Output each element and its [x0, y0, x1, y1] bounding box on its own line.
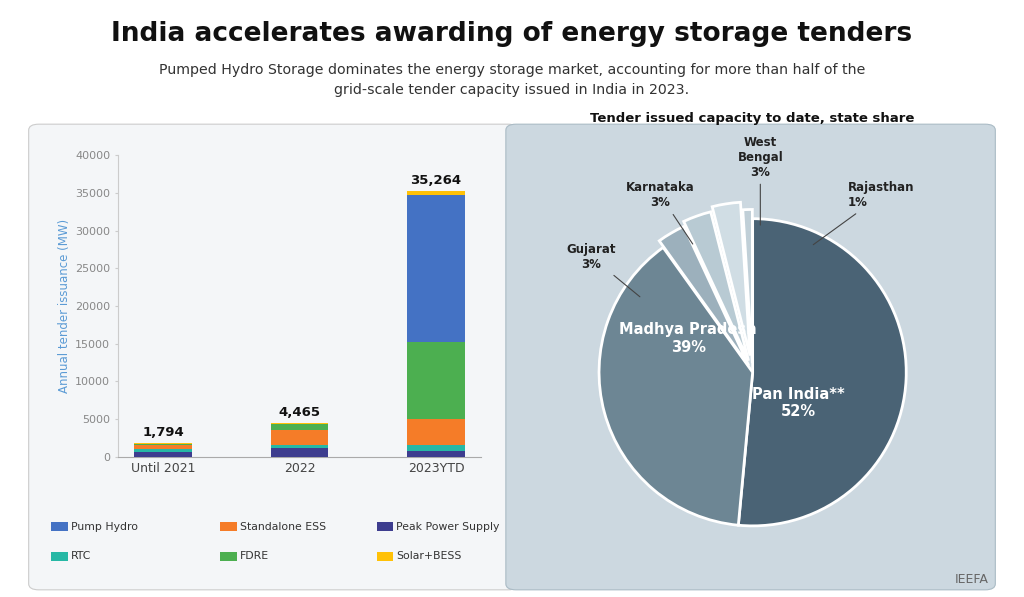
Bar [270, 448, 329, 457]
Text: RTC: RTC [71, 552, 91, 561]
Bar [134, 444, 191, 445]
Wedge shape [738, 219, 906, 526]
Text: Pump Hydro: Pump Hydro [71, 522, 137, 531]
Bar [270, 423, 329, 424]
Wedge shape [742, 210, 753, 363]
Bar [408, 341, 465, 419]
Bar [408, 195, 465, 341]
Bar [134, 449, 191, 452]
Wedge shape [659, 226, 749, 365]
Text: Karnataka
3%: Karnataka 3% [626, 181, 695, 244]
Bar [270, 430, 329, 445]
Text: IEEFA: IEEFA [954, 573, 988, 586]
Text: Peak Power Supply: Peak Power Supply [396, 522, 500, 531]
Wedge shape [684, 212, 749, 361]
Bar [134, 445, 191, 449]
Text: Gujarat
3%: Gujarat 3% [566, 243, 640, 297]
Bar [270, 424, 329, 430]
Text: India accelerates awarding of energy storage tenders: India accelerates awarding of energy sto… [112, 21, 912, 47]
Text: FDRE: FDRE [240, 552, 268, 561]
Text: West
Bengal
3%: West Bengal 3% [737, 136, 783, 225]
Y-axis label: Annual tender issuance (MW): Annual tender issuance (MW) [57, 219, 71, 393]
Bar [408, 445, 465, 451]
Title: Tender issued capacity to date, state share: Tender issued capacity to date, state sh… [591, 112, 914, 125]
Text: 1,794: 1,794 [142, 426, 184, 439]
Text: Solar+BESS: Solar+BESS [396, 552, 462, 561]
Bar [270, 445, 329, 448]
Text: Pumped Hydro Storage dominates the energy storage market, accounting for more th: Pumped Hydro Storage dominates the energ… [159, 63, 865, 97]
Wedge shape [713, 202, 750, 356]
Wedge shape [599, 248, 753, 525]
Text: Pan India**
52%: Pan India** 52% [753, 387, 845, 419]
Bar [134, 443, 191, 444]
Text: 4,465: 4,465 [279, 407, 321, 419]
Text: 35,264: 35,264 [411, 174, 462, 187]
Text: Madhya Pradesh
39%: Madhya Pradesh 39% [620, 322, 757, 355]
Text: Standalone ESS: Standalone ESS [240, 522, 326, 531]
Bar [408, 419, 465, 445]
Bar [408, 451, 465, 457]
Bar [408, 191, 465, 195]
Bar [134, 452, 191, 457]
Text: Rajasthan
1%: Rajasthan 1% [813, 181, 914, 245]
